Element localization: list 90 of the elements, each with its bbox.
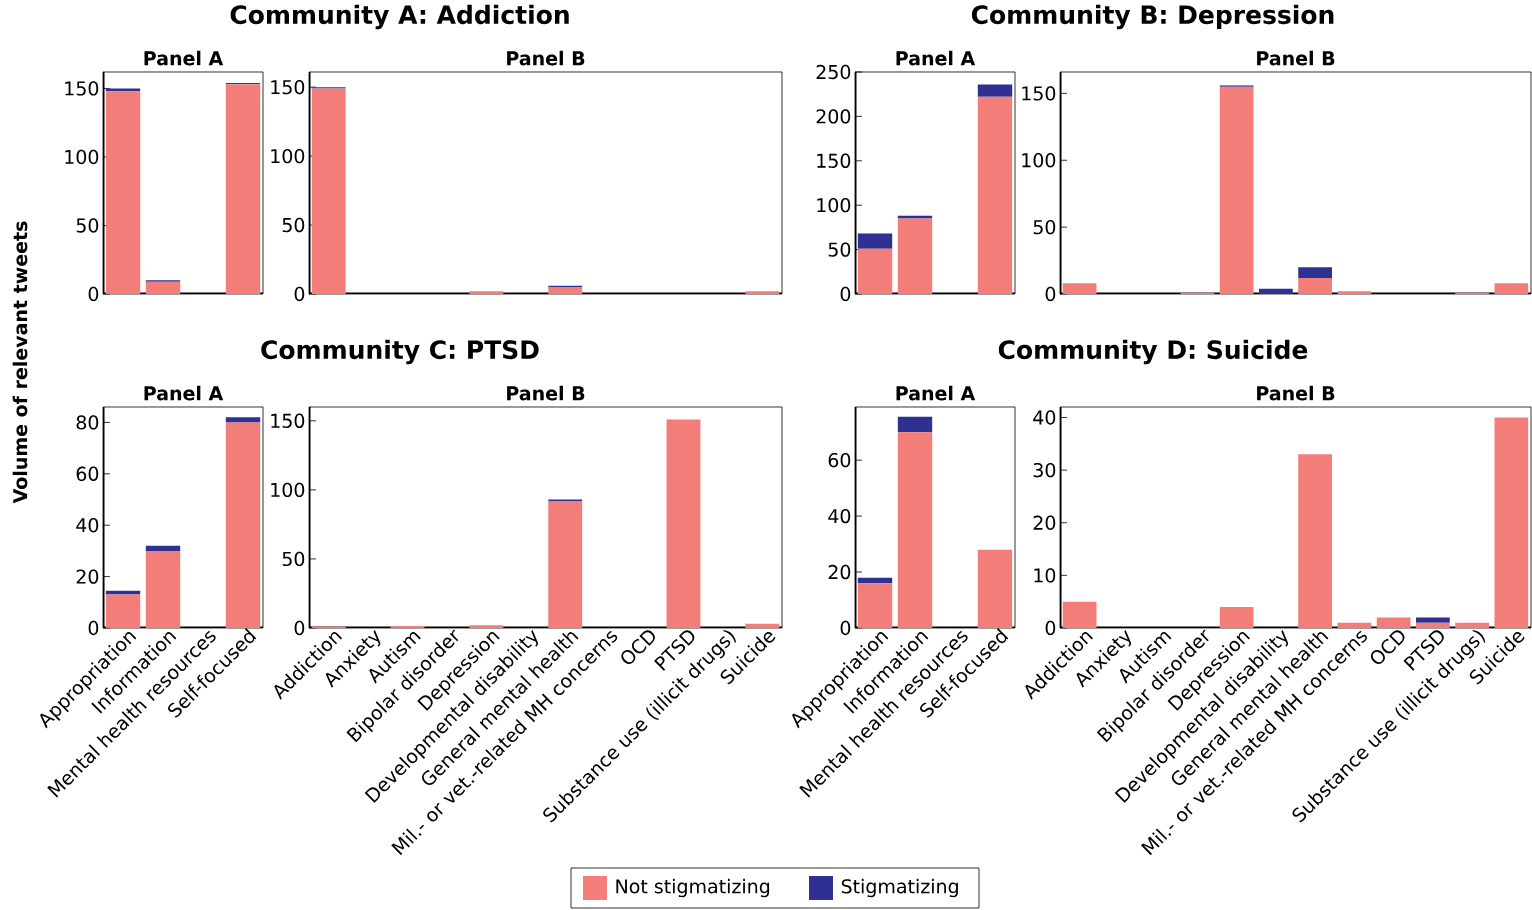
y-tick-label: 250 — [816, 64, 851, 80]
bar — [145, 281, 181, 294]
bar — [666, 419, 701, 628]
chart-subtitle: Panel A — [896, 50, 976, 66]
chart-title: Community C: PTSD — [261, 339, 539, 365]
y-tick-label: 60 — [828, 452, 851, 468]
legend-label: Not stigmatizing — [616, 878, 770, 898]
y-tick-label: 40 — [1033, 410, 1056, 425]
chart-subtitle: Panel B — [507, 385, 585, 401]
chart-subtitle: Panel A — [896, 385, 976, 401]
chart-subtitle: Panel B — [1257, 385, 1335, 401]
y-tick-label: 100 — [271, 148, 305, 164]
chart-subtitle: Panel A — [144, 50, 224, 66]
y-tick-label: 20 — [1033, 515, 1056, 530]
y-tick-label: 10 — [1034, 568, 1056, 583]
bar — [745, 623, 780, 628]
bar — [469, 291, 504, 294]
bar — [1259, 288, 1293, 294]
bar — [897, 215, 933, 219]
y-tick-label: 100 — [65, 149, 99, 165]
y-tick-label: 50 — [1033, 219, 1056, 235]
bar — [145, 550, 181, 628]
bar — [469, 625, 504, 628]
bar — [105, 88, 141, 92]
bar — [105, 594, 141, 628]
bar — [897, 432, 933, 628]
y-tick-label: 20 — [828, 564, 851, 580]
y-tick-label: 0 — [1045, 286, 1056, 302]
bar — [1494, 417, 1529, 628]
bar — [977, 96, 1013, 294]
y-tick-label: 0 — [294, 286, 305, 302]
bar — [225, 422, 261, 628]
bar — [977, 84, 1013, 97]
y-tick-label: 20 — [76, 569, 99, 584]
bar — [1062, 601, 1097, 628]
y-tick-label: 200 — [816, 109, 851, 124]
y-tick-label: 100 — [271, 482, 305, 498]
chart-subtitle: Panel A — [144, 385, 224, 401]
y-tick-label: 150 — [817, 153, 851, 168]
y-tick-label: 40 — [828, 508, 851, 524]
y-axis-title: Volume of relevant tweets — [12, 221, 28, 504]
bar — [1416, 617, 1450, 623]
bar — [145, 545, 181, 551]
bar — [1337, 622, 1372, 628]
chart-subtitle: Panel B — [507, 50, 585, 66]
bar — [897, 416, 933, 433]
bar — [1298, 454, 1333, 628]
bar — [857, 583, 893, 628]
bar — [857, 248, 893, 294]
bar — [977, 549, 1013, 628]
bar — [225, 417, 261, 423]
chart-title: Community B: Depression — [971, 4, 1334, 30]
y-tick-label: 50 — [282, 551, 305, 567]
y-tick-label: 150 — [271, 79, 305, 95]
bar — [745, 291, 780, 294]
bar — [897, 218, 933, 294]
y-tick-label: 50 — [76, 218, 99, 233]
chart-title: Community A: Addiction — [230, 4, 569, 30]
bar — [225, 84, 261, 294]
legend-label: Stigmatizing — [841, 878, 958, 898]
y-tick-label: 150 — [271, 413, 305, 428]
y-tick-label: 60 — [76, 466, 99, 481]
y-tick-label: 150 — [65, 81, 99, 96]
bar — [1376, 617, 1411, 628]
bar — [1455, 622, 1490, 628]
bar — [1298, 267, 1333, 278]
y-tick-label: 100 — [817, 198, 851, 213]
bar — [1337, 291, 1372, 294]
y-tick-label: 50 — [282, 217, 305, 233]
y-tick-label: 0 — [88, 286, 99, 302]
chart-subtitle: Panel B — [1257, 50, 1335, 66]
bar — [548, 500, 583, 628]
bar — [1494, 283, 1529, 294]
y-tick-label: 150 — [1022, 86, 1056, 101]
y-tick-label: 0 — [840, 286, 851, 302]
y-tick-label: 50 — [828, 242, 851, 257]
bar — [105, 590, 141, 595]
y-tick-label: 80 — [76, 415, 99, 430]
bar — [548, 287, 583, 294]
bar — [1219, 606, 1254, 628]
y-tick-label: 40 — [76, 518, 99, 533]
bar — [390, 625, 425, 628]
bar — [1416, 622, 1450, 628]
bar — [1062, 283, 1097, 294]
bar — [1219, 86, 1254, 294]
chart-title: Community D: Suicide — [998, 339, 1308, 365]
bar — [1298, 277, 1333, 294]
y-tick-label: 30 — [1033, 462, 1056, 478]
y-tick-label: 100 — [1022, 153, 1056, 168]
bar — [857, 233, 893, 249]
